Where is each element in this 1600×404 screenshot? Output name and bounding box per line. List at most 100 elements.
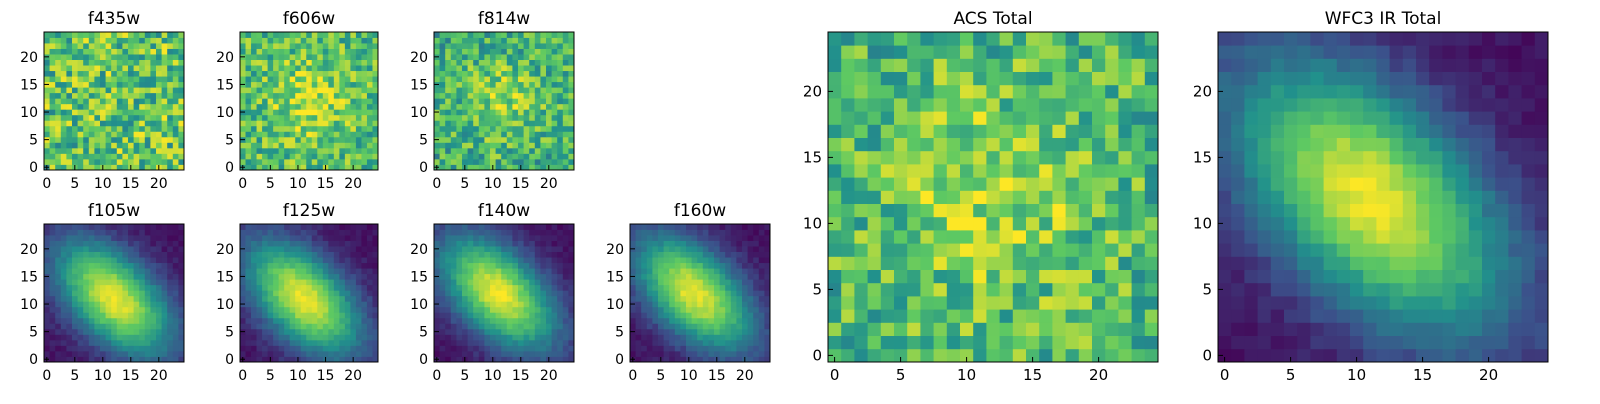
heatmap-cell [66,329,72,335]
heatmap-cell [934,336,948,350]
heatmap-cell [518,307,524,313]
heatmap-cell [134,148,140,154]
heatmap-cell [334,71,340,77]
heatmap-cell [162,153,168,159]
heatmap-cell [753,340,759,346]
y-tick-label: 10 [20,297,38,313]
heatmap-cell [451,334,457,340]
heatmap-cell [328,54,334,60]
heatmap-cell [462,115,468,121]
heatmap-cell [468,323,474,329]
heatmap-cell [134,252,140,258]
heatmap-cell [451,252,457,258]
heatmap-cell [257,263,263,269]
heatmap-cell [66,241,72,247]
heatmap-cell [78,87,84,93]
heatmap-cell [529,351,535,357]
heatmap-cell [714,274,720,280]
heatmap-cell [94,87,100,93]
heatmap-cell [128,93,134,99]
heatmap-cell [134,120,140,126]
heatmap-cell [262,263,268,269]
heatmap-cell [636,235,642,241]
heatmap-cell [529,224,535,230]
heatmap-cell [518,257,524,263]
heatmap-cell [557,98,563,104]
heatmap-cell [356,241,362,247]
heatmap-cell [100,142,106,148]
heatmap-cell [361,49,367,55]
heatmap-cell [89,307,95,313]
heatmap-cell [868,190,882,204]
heatmap-cell [339,71,345,77]
heatmap-cell [339,285,345,291]
heatmap-cell [496,257,502,263]
heatmap-cell [334,345,340,351]
heatmap-cell [306,148,312,154]
heatmap-cell [145,153,151,159]
heatmap-cell [854,322,868,336]
heatmap-cell [501,98,507,104]
heatmap-cell [563,131,569,137]
heatmap-cell [557,318,563,324]
heatmap-cell [162,323,168,329]
heatmap-cell [78,274,84,280]
heatmap-cell [462,345,468,351]
heatmap-cell [345,340,351,346]
heatmap-cell [240,49,246,55]
heatmap-cell [61,296,67,302]
heatmap-cell [306,263,312,269]
heatmap-cell [512,93,518,99]
heatmap-cell [139,115,145,121]
heatmap-cell [490,131,496,137]
heatmap-cell [894,243,908,257]
heatmap-cell [563,32,569,38]
heatmap-cell [440,159,446,165]
heatmap-cell [907,230,921,244]
heatmap-cell [50,307,56,313]
heatmap-cell [134,131,140,137]
heatmap-cell [1118,230,1132,244]
heatmap-cell [111,246,117,252]
heatmap-cell [841,243,855,257]
x-tick-label: 5 [460,368,469,384]
heatmap-cell [128,148,134,154]
heatmap-cell [345,87,351,93]
heatmap-cell [440,290,446,296]
heatmap-cell [641,307,647,313]
heatmap-cell [295,296,301,302]
heatmap-cell [934,217,948,231]
heatmap-cell [742,301,748,307]
heatmap-cell [664,279,670,285]
heatmap-cell [367,285,373,291]
heatmap-cell [301,285,307,291]
heatmap-cell [50,290,56,296]
heatmap-cell [552,126,558,132]
heatmap-cell [100,82,106,88]
heatmap-cell [1118,270,1132,284]
heatmap-cell [350,263,356,269]
heatmap-cell [106,76,112,82]
heatmap-cell [434,49,440,55]
heatmap-cell [317,312,323,318]
heatmap-cell [122,290,128,296]
heatmap-cell [139,224,145,230]
heatmap-cell [117,76,123,82]
heatmap-cell [173,257,179,263]
heatmap-cell [295,115,301,121]
heatmap-cell [83,263,89,269]
heatmap-cell [512,71,518,77]
heatmap-cell [473,235,479,241]
heatmap-cell [630,263,636,269]
heatmap-cell [552,159,558,165]
heatmap-cell [759,274,765,280]
heatmap-cell [150,257,156,263]
heatmap-cell [345,32,351,38]
heatmap-cell [334,159,340,165]
heatmap-cell [173,87,179,93]
heatmap-cell [1039,296,1053,310]
heatmap-cell [479,274,485,280]
heatmap-cell [703,307,709,313]
heatmap-cell [907,124,921,138]
heatmap-cell [295,148,301,154]
